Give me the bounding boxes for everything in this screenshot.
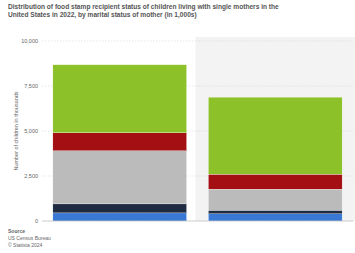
chart-svg: Distribution of food stamp recipient sta… (0, 0, 355, 253)
grid-line (42, 41, 353, 42)
y-tick-label: 10,000 (21, 38, 38, 44)
bar-segment (208, 189, 342, 210)
highlight-band (196, 37, 355, 221)
title-line: United States in 2022, by marital status… (8, 11, 197, 19)
source-text: US Census Bureau (8, 235, 51, 241)
y-tick-label: 5,000 (24, 128, 38, 134)
bar-segment (208, 174, 342, 189)
source-text: © Statista 2024 (8, 242, 42, 248)
bar-segment (208, 210, 342, 214)
bar-segment (53, 151, 187, 204)
chart: Distribution of food stamp recipient sta… (0, 0, 355, 253)
y-tick-label: 2,500 (24, 173, 38, 179)
bar-segment (208, 214, 342, 221)
title-line: Distribution of food stamp recipient sta… (8, 3, 279, 11)
y-tick-label: 7,500 (24, 83, 38, 89)
bars (53, 65, 342, 221)
bar-segment (208, 97, 342, 174)
y-tick-label: 0 (35, 218, 38, 224)
baseline (42, 221, 353, 222)
source-text: Source (8, 228, 25, 234)
bar-segment (53, 133, 187, 151)
title: Distribution of food stamp recipient sta… (8, 3, 279, 19)
bar-segment (53, 204, 187, 213)
bar-segment (53, 213, 187, 221)
y-axis-label: Number of children in thousands (13, 91, 19, 170)
bar-segment (53, 65, 187, 133)
